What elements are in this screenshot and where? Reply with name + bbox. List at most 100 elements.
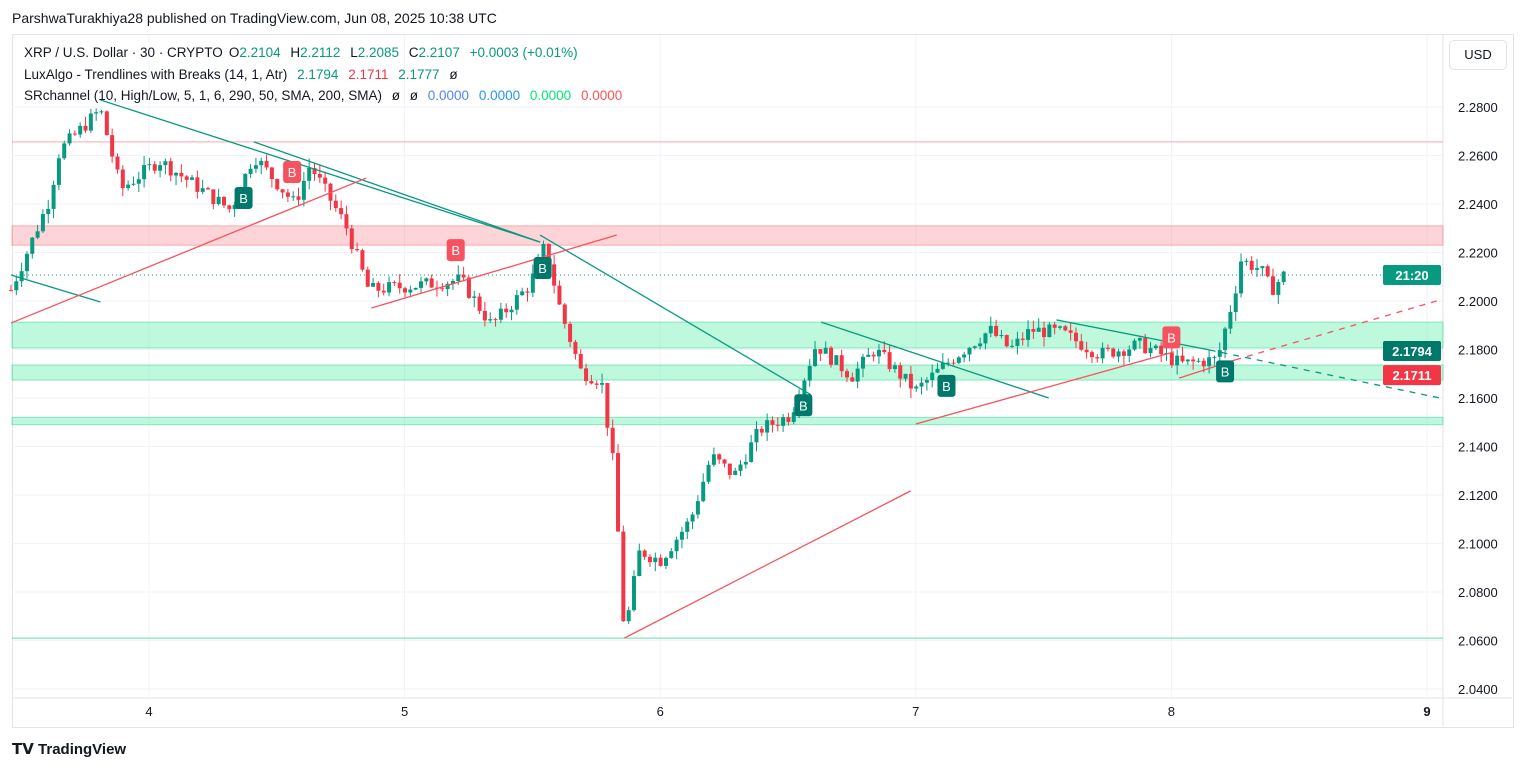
candle-body bbox=[466, 277, 471, 298]
candle-body bbox=[1127, 349, 1132, 356]
candle-body bbox=[999, 335, 1004, 337]
candle-body bbox=[168, 161, 173, 176]
trendline-up bbox=[10, 177, 367, 324]
candle-body bbox=[775, 424, 780, 426]
candle-body bbox=[403, 288, 408, 293]
candle-body bbox=[871, 354, 876, 357]
candle-body bbox=[903, 373, 908, 379]
candle-body bbox=[221, 196, 226, 206]
currency-button[interactable]: USD bbox=[1449, 40, 1507, 70]
candle-body bbox=[940, 362, 945, 369]
y-tick-label: 2.2200 bbox=[1458, 246, 1498, 261]
candle-body bbox=[243, 173, 248, 194]
candle-body bbox=[158, 165, 163, 171]
candle-body bbox=[115, 156, 120, 170]
candle-body bbox=[291, 196, 296, 198]
candle-body bbox=[956, 357, 961, 363]
luxalgo-name[interactable]: LuxAlgo - Trendlines with Breaks (14, 1,… bbox=[24, 67, 288, 82]
candle-body bbox=[605, 383, 610, 428]
y-tick-label: 2.0800 bbox=[1458, 585, 1498, 600]
trendline-down bbox=[253, 141, 541, 243]
candle-body bbox=[823, 347, 828, 354]
candle-body bbox=[1228, 312, 1233, 329]
candle-body bbox=[456, 274, 461, 281]
candle-body bbox=[40, 214, 45, 232]
low-label: L bbox=[350, 45, 358, 60]
candle-body bbox=[211, 189, 216, 205]
trendline-up bbox=[915, 351, 1175, 425]
candle-body bbox=[594, 383, 599, 385]
candle-body bbox=[131, 183, 136, 185]
break-label: B bbox=[1216, 360, 1235, 383]
candle-body bbox=[647, 556, 652, 563]
candle-body bbox=[983, 333, 988, 344]
candle-body bbox=[1191, 359, 1196, 362]
srchannel-name[interactable]: SRchannel (10, High/Low, 5, 1, 6, 290, 5… bbox=[24, 88, 382, 103]
candle-body bbox=[589, 381, 594, 384]
price-tag-label: 2.1711 bbox=[1392, 368, 1431, 383]
break-label-box bbox=[937, 374, 956, 397]
candle-body bbox=[1031, 329, 1036, 332]
symbol-title[interactable]: XRP / U.S. Dollar · 30 · CRYPTO bbox=[24, 45, 223, 60]
candle-body bbox=[855, 368, 860, 382]
candle-body bbox=[142, 165, 147, 180]
candle-body bbox=[568, 323, 573, 342]
candle-body bbox=[445, 283, 450, 290]
candle-body bbox=[754, 428, 759, 443]
candle-body bbox=[850, 377, 855, 382]
candle-body bbox=[1223, 328, 1228, 351]
x-tick-label: 8 bbox=[1168, 704, 1175, 719]
candle-body bbox=[1175, 355, 1180, 366]
logo-text: TradingView bbox=[38, 741, 127, 758]
luxalgo-value-3: 2.1777 bbox=[398, 67, 440, 82]
trendline-down bbox=[821, 321, 1049, 399]
candle-body bbox=[1207, 357, 1212, 367]
candle-body bbox=[30, 237, 35, 254]
candle-body bbox=[1116, 351, 1121, 357]
symbol-legend: XRP / U.S. Dollar · 30 · CRYPTO O2.2104 H… bbox=[24, 45, 584, 60]
candle-body bbox=[1249, 260, 1254, 270]
candle-body bbox=[1185, 359, 1190, 362]
price-tag bbox=[1383, 265, 1441, 286]
candle-body bbox=[78, 125, 83, 135]
candle-body bbox=[770, 420, 775, 425]
candle-body bbox=[376, 282, 381, 291]
candle-body bbox=[1159, 345, 1164, 355]
candle-body bbox=[392, 282, 397, 284]
candle-body bbox=[765, 420, 770, 433]
candle-body bbox=[690, 514, 695, 522]
candle-body bbox=[397, 282, 402, 289]
candle-body bbox=[616, 453, 621, 532]
candle-body bbox=[307, 167, 312, 181]
candle-body bbox=[264, 160, 269, 168]
price-tag-label: 2.1794 bbox=[1392, 344, 1433, 359]
break-label: B bbox=[794, 394, 813, 417]
resistance-zone bbox=[11, 225, 1444, 246]
candle-body bbox=[344, 214, 349, 229]
candle-body bbox=[706, 464, 711, 482]
candle-body bbox=[679, 531, 684, 540]
candle-body bbox=[573, 341, 578, 354]
candle-body bbox=[317, 174, 322, 178]
luxalgo-legend: LuxAlgo - Trendlines with Breaks (14, 1,… bbox=[24, 67, 464, 82]
candle-body bbox=[695, 501, 700, 515]
candle-body bbox=[381, 290, 386, 293]
candle-body bbox=[387, 282, 392, 293]
candle-body bbox=[14, 281, 19, 291]
candle-body bbox=[738, 464, 743, 471]
candle-body bbox=[1244, 260, 1249, 262]
candle-body bbox=[967, 347, 972, 355]
candle-body bbox=[1100, 347, 1105, 359]
candle-body bbox=[994, 325, 999, 336]
candle-body bbox=[908, 373, 913, 389]
candle-body bbox=[562, 304, 567, 324]
tradingview-logo[interactable]: 𝗧𝗩 TradingView bbox=[12, 740, 126, 758]
candle-body bbox=[232, 204, 237, 210]
high-value: 2.2112 bbox=[300, 45, 341, 60]
break-label-text: B bbox=[538, 261, 547, 276]
x-tick-label: 7 bbox=[912, 704, 919, 719]
candle-body bbox=[360, 250, 365, 270]
y-tick-label: 2.2600 bbox=[1458, 149, 1498, 164]
candle-body bbox=[248, 168, 253, 174]
